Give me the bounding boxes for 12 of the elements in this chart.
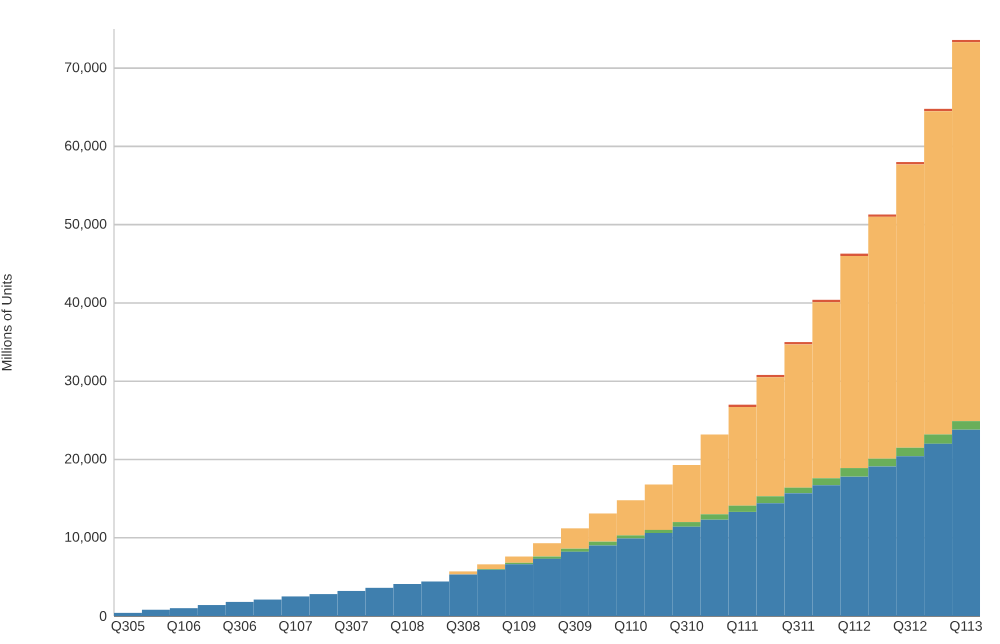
bar bbox=[700, 514, 729, 520]
bar bbox=[812, 478, 841, 486]
bar bbox=[840, 468, 869, 477]
bar bbox=[728, 505, 757, 512]
bar bbox=[896, 447, 925, 457]
bar bbox=[505, 556, 534, 563]
bar bbox=[477, 564, 506, 570]
bar bbox=[952, 421, 981, 430]
bar bbox=[868, 458, 897, 467]
bar bbox=[924, 434, 953, 444]
bar bbox=[784, 487, 813, 494]
bar bbox=[756, 496, 785, 504]
